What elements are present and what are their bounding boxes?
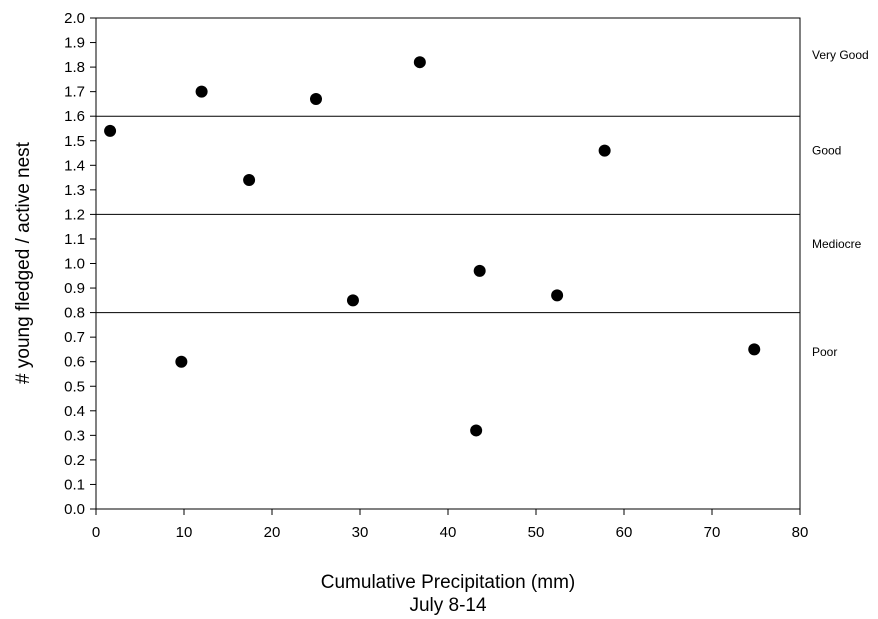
threshold-lines <box>96 115 800 314</box>
data-point <box>413 56 426 69</box>
x-tick-label: 50 <box>528 524 545 541</box>
data-point <box>195 85 208 98</box>
data-point <box>346 294 359 307</box>
data-point <box>598 144 611 157</box>
data-points <box>104 56 761 437</box>
data-point <box>175 355 188 368</box>
y-tick-label: 0.8 <box>64 305 85 322</box>
y-tick-label: 1.6 <box>64 108 85 125</box>
y-tick-label: 1.9 <box>64 35 85 52</box>
y-tick-label: 0.6 <box>64 354 85 371</box>
band-label: Good <box>812 144 841 158</box>
y-tick-label: 0.3 <box>64 427 85 444</box>
y-tick-label: 1.0 <box>64 256 85 273</box>
data-point <box>243 174 256 187</box>
x-tick-label: 60 <box>616 524 633 541</box>
y-tick-label: 1.8 <box>64 59 85 76</box>
y-tick-label: 1.2 <box>64 206 85 223</box>
data-point <box>748 343 761 356</box>
x-axis: 0 10 20 30 40 50 60 70 80 <box>92 509 809 541</box>
data-point <box>551 289 564 302</box>
y-tick-label: 1.5 <box>64 133 85 150</box>
band-label: Very Good <box>812 48 869 62</box>
y-tick-label: 0.2 <box>64 452 85 469</box>
x-tick-label: 70 <box>704 524 721 541</box>
x-tick-label: 80 <box>792 524 809 541</box>
y-axis: 0.0 0.1 0.2 0.3 0.4 0.5 0.6 0.7 0.8 0.9 1.0 1.1 1.2 1… <box>64 10 96 518</box>
y-tick-label: 1.7 <box>64 84 85 101</box>
y-tick-label: 1.4 <box>64 157 85 174</box>
y-tick-label: 0.4 <box>64 403 85 420</box>
y-tick-label: 0.1 <box>64 476 85 493</box>
y-tick-label: 0.5 <box>64 378 85 395</box>
y-axis-label: # young fledged / active nest <box>13 141 34 384</box>
x-tick-label: 0 <box>92 524 100 541</box>
y-tick-label: 0.0 <box>64 501 85 518</box>
y-tick-label: 0.7 <box>64 329 85 346</box>
band-label: Mediocre <box>812 237 862 251</box>
x-axis-label: Cumulative Precipitation (mm) <box>321 572 575 593</box>
data-point <box>470 424 483 437</box>
x-tick-label: 10 <box>176 524 193 541</box>
y-tick-label: 1.1 <box>64 231 85 248</box>
band-label: Poor <box>812 345 837 359</box>
data-point <box>310 93 322 106</box>
x-axis-label-date-range: July 8-14 <box>409 595 487 616</box>
x-tick-label: 20 <box>264 524 281 541</box>
x-tick-label: 30 <box>352 524 369 541</box>
band-labels: Very Good Good Mediocre Poor <box>812 48 869 359</box>
y-tick-label: 0.9 <box>64 280 85 297</box>
y-tick-label: 1.3 <box>64 182 85 199</box>
x-tick-label: 40 <box>440 524 457 541</box>
data-point <box>104 124 117 137</box>
y-tick-label: 2.0 <box>64 10 85 27</box>
data-point <box>473 264 486 277</box>
